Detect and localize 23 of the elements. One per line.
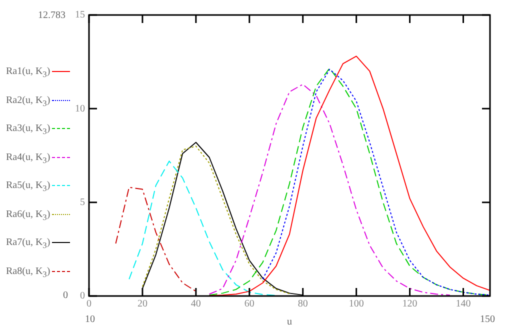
y-tick-label: 10 bbox=[75, 103, 85, 114]
x-tick-label: 120 bbox=[402, 298, 418, 310]
y-tick-label: 0 bbox=[80, 290, 85, 302]
legend-label: Ra4(u, K$_{3}$) bbox=[6, 152, 50, 164]
legend-label: Ra1(u, K$_{3}$) bbox=[6, 66, 50, 79]
x-tick-label: 140 bbox=[456, 298, 471, 310]
legend-label: Ra7(u, K$_{3}$) bbox=[6, 237, 50, 250]
text: 0 bbox=[63, 290, 68, 301]
x-tick-label: 20 bbox=[137, 298, 148, 310]
legend-label: Ra3(u, K$_{3}$) bbox=[6, 123, 50, 136]
x-tick-label: 60 bbox=[244, 298, 254, 310]
y-tick-label: 5 bbox=[80, 196, 85, 208]
legend-label: Ra8(u, K$_{3}$) bbox=[6, 266, 50, 278]
x-tick-label: 40 bbox=[190, 298, 201, 310]
legend-label: Ra2(u, K$_{3}$) bbox=[6, 94, 50, 108]
text: 12.783 bbox=[38, 10, 66, 21]
x-tick-label: 80 bbox=[298, 298, 308, 310]
y-tick-label: 15 bbox=[75, 10, 85, 21]
text: 150 bbox=[480, 314, 495, 325]
x-axis-title: u bbox=[287, 316, 292, 328]
legend-label: Ra6(u, K$_{3}$) bbox=[6, 208, 50, 222]
legend-label: Ra5(u, K$_{3}$) bbox=[6, 180, 50, 193]
x-tick-label: 100 bbox=[348, 298, 364, 310]
